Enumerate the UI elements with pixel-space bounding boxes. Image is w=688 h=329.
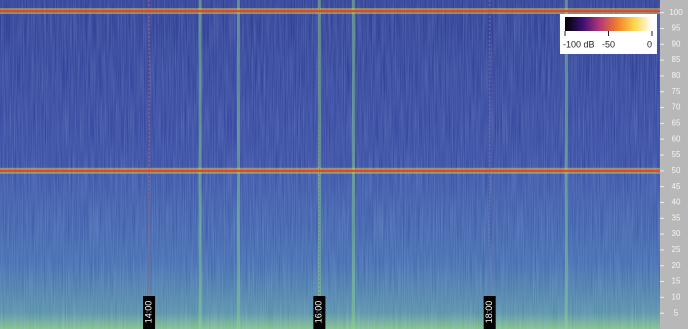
y-tick-label: 50: [672, 166, 681, 175]
y-tick-label: 100: [669, 8, 683, 17]
x-tick-label: 14:00: [143, 301, 153, 324]
y-tick-label: 10: [672, 292, 681, 301]
y-tick-label: 75: [672, 87, 681, 96]
y-tick-label: 20: [672, 261, 681, 270]
y-tick-label: 15: [672, 277, 681, 286]
y-tick-label: 65: [672, 118, 681, 127]
y-tick-label: 25: [672, 245, 681, 254]
colorbar-tick-label: -50: [602, 39, 615, 49]
colorbar: [565, 17, 652, 31]
event-streak: [352, 0, 355, 329]
y-tick-label: 40: [672, 198, 681, 207]
y-tick-label: 70: [672, 103, 681, 112]
y-tick-label: 55: [672, 150, 681, 159]
colorbar-tick-label: 0: [647, 39, 652, 49]
y-tick-label: 5: [674, 308, 679, 317]
event-streak: [199, 0, 202, 329]
y-tick-label: 95: [672, 24, 681, 33]
colorbar-tick-label: -100 dB: [563, 39, 595, 49]
spectrogram-chart: 5 10 15 20 25 30 35 40 45 50 55 60 65 70 75 80 85 90 95 100…: [0, 0, 688, 329]
y-tick-label: 90: [672, 39, 681, 48]
event-streak: [237, 0, 240, 329]
y-tick-label: 60: [672, 134, 681, 143]
x-tick-label: 16:00: [314, 301, 324, 324]
y-tick-label: 35: [672, 213, 681, 222]
x-tick-label: 18:00: [484, 301, 494, 324]
y-tick-label: 30: [672, 229, 681, 238]
y-tick-label: 85: [672, 55, 681, 64]
y-tick-label: 45: [672, 182, 681, 191]
y-tick-label: 80: [672, 71, 681, 80]
